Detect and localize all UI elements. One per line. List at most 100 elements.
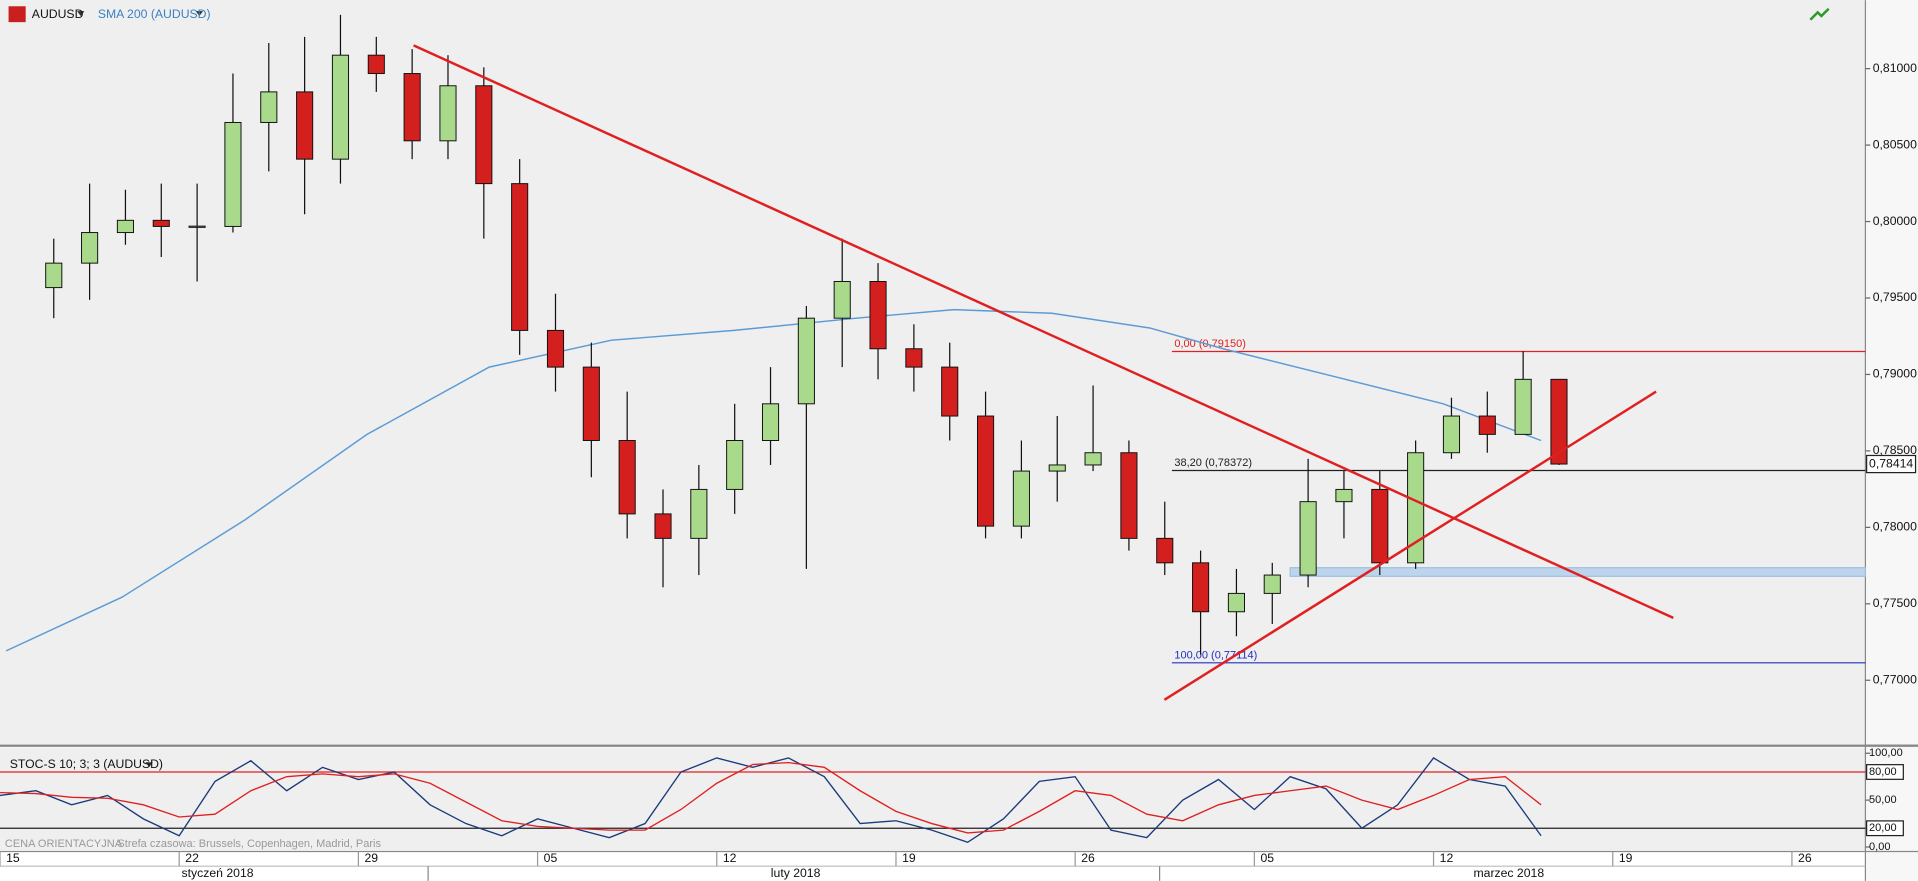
candle-body bbox=[1084, 452, 1102, 466]
month-label: marzec 2018 bbox=[1473, 866, 1544, 880]
candle-body bbox=[761, 403, 780, 441]
candle-body bbox=[941, 366, 959, 417]
y-tick-label: 0,77000 bbox=[1873, 672, 1917, 686]
candle-body bbox=[475, 85, 493, 185]
trendline bbox=[413, 44, 1674, 619]
candle-body bbox=[1227, 592, 1245, 613]
main-pane bbox=[0, 0, 1866, 744]
candle-body bbox=[224, 121, 242, 227]
dropdown-arrow[interactable] bbox=[195, 11, 204, 17]
candle-body bbox=[1514, 378, 1532, 435]
candle-body bbox=[1442, 415, 1461, 454]
candle-body bbox=[1012, 470, 1030, 527]
indicator-label: SMA 200 (AUDUSD) bbox=[98, 7, 211, 21]
candle-body bbox=[81, 232, 99, 264]
source-note: CENA ORIENTACYJNA bbox=[5, 838, 123, 850]
symbol: AUDUSD bbox=[32, 7, 84, 21]
candle-body bbox=[296, 91, 314, 160]
candle-body bbox=[1156, 537, 1174, 564]
support-zone bbox=[1289, 567, 1867, 577]
x-tick-label: 19 bbox=[902, 851, 916, 865]
candle-body bbox=[1478, 415, 1496, 435]
x-tick-label: 19 bbox=[1619, 851, 1633, 865]
level-box bbox=[1866, 764, 1904, 780]
candle-body bbox=[1371, 488, 1389, 564]
candle-body bbox=[331, 54, 350, 160]
stoch-line bbox=[0, 757, 1542, 844]
fib-label: 100,00 (0,77114) bbox=[1174, 649, 1257, 661]
candle-body bbox=[797, 317, 815, 405]
x-tick-label: 12 bbox=[1440, 851, 1454, 865]
candle-body bbox=[1192, 562, 1210, 613]
dropdown-arrow[interactable] bbox=[145, 762, 153, 768]
candle-body bbox=[905, 348, 923, 368]
x-tick-label: 05 bbox=[1260, 851, 1274, 865]
candle-body bbox=[403, 73, 421, 142]
dropdown-arrow[interactable] bbox=[77, 11, 85, 17]
trend-icon[interactable] bbox=[1809, 7, 1830, 21]
x-tick-label: 15 bbox=[6, 851, 20, 865]
stoch-line bbox=[0, 761, 1542, 834]
candle-body bbox=[152, 219, 170, 227]
y-tick-label: 50,00 bbox=[1869, 794, 1897, 806]
candle-body bbox=[1299, 501, 1317, 576]
candle-body bbox=[116, 219, 134, 234]
candle-body bbox=[1550, 378, 1568, 465]
y-tick-label: 0,81000 bbox=[1873, 61, 1917, 75]
candle-body bbox=[1048, 464, 1066, 472]
trendline bbox=[1163, 390, 1657, 701]
candle-body bbox=[439, 85, 457, 142]
candle-body bbox=[618, 440, 636, 515]
month-label: luty 2018 bbox=[771, 866, 821, 880]
y-tick-label: 0,79000 bbox=[1873, 367, 1917, 381]
y-tick-label: 100,00 bbox=[1869, 747, 1903, 759]
y-tick-label: 0,00 bbox=[1869, 841, 1890, 853]
x-tick-label: 05 bbox=[544, 851, 558, 865]
last-price-box bbox=[1866, 454, 1917, 474]
month-label: styczeń 2018 bbox=[182, 866, 254, 880]
candle-body bbox=[977, 415, 995, 527]
price-axis bbox=[1865, 0, 1918, 881]
y-tick-label: 0,80500 bbox=[1873, 137, 1917, 151]
level-box bbox=[1866, 820, 1904, 837]
candle-body bbox=[511, 183, 529, 331]
candle-body bbox=[690, 488, 708, 539]
fib-label: 0,00 (0,79150) bbox=[1174, 338, 1246, 350]
candle-body bbox=[367, 54, 385, 75]
x-tick-label: 12 bbox=[723, 851, 737, 865]
candle-body bbox=[260, 91, 278, 123]
x-tick-label: 26 bbox=[1081, 851, 1095, 865]
timezone-note: Strefa czasowa: Brussels, Copenhagen, Ma… bbox=[117, 838, 381, 850]
y-tick-label: 20,00 bbox=[1869, 822, 1897, 834]
candle-body bbox=[1120, 452, 1138, 539]
stoch-title: STOC-S 10; 3; 3 (AUDUSD) bbox=[10, 757, 163, 771]
x-tick-label: 22 bbox=[185, 851, 199, 865]
candle-body bbox=[726, 440, 744, 490]
last-price-label: 0,78414 bbox=[1869, 456, 1913, 470]
candle-body bbox=[1407, 452, 1425, 564]
sma-line bbox=[5, 308, 1542, 652]
candle-body bbox=[1335, 488, 1353, 503]
y-tick-label: 0,77500 bbox=[1873, 596, 1917, 610]
stoch-pane bbox=[0, 747, 1866, 851]
candle-body bbox=[833, 280, 851, 319]
candle-body bbox=[45, 262, 63, 289]
x-tick-label: 29 bbox=[365, 851, 379, 865]
candle-body bbox=[188, 225, 206, 228]
y-tick-label: 0,80000 bbox=[1873, 214, 1917, 228]
y-tick-label: 0,78000 bbox=[1873, 520, 1917, 534]
y-tick-label: 0,79500 bbox=[1873, 290, 1917, 304]
candle-body bbox=[546, 329, 565, 368]
candle-body bbox=[582, 366, 600, 441]
y-tick-label: 80,00 bbox=[1869, 766, 1897, 778]
candle-body bbox=[869, 280, 887, 350]
candle-body bbox=[654, 513, 672, 539]
candle-body bbox=[1263, 574, 1281, 594]
y-tick-label: 0,78500 bbox=[1873, 443, 1917, 457]
fib-label: 38,20 (0,78372) bbox=[1174, 457, 1252, 469]
x-tick-label: 26 bbox=[1798, 851, 1812, 865]
fx-icon bbox=[8, 6, 26, 23]
